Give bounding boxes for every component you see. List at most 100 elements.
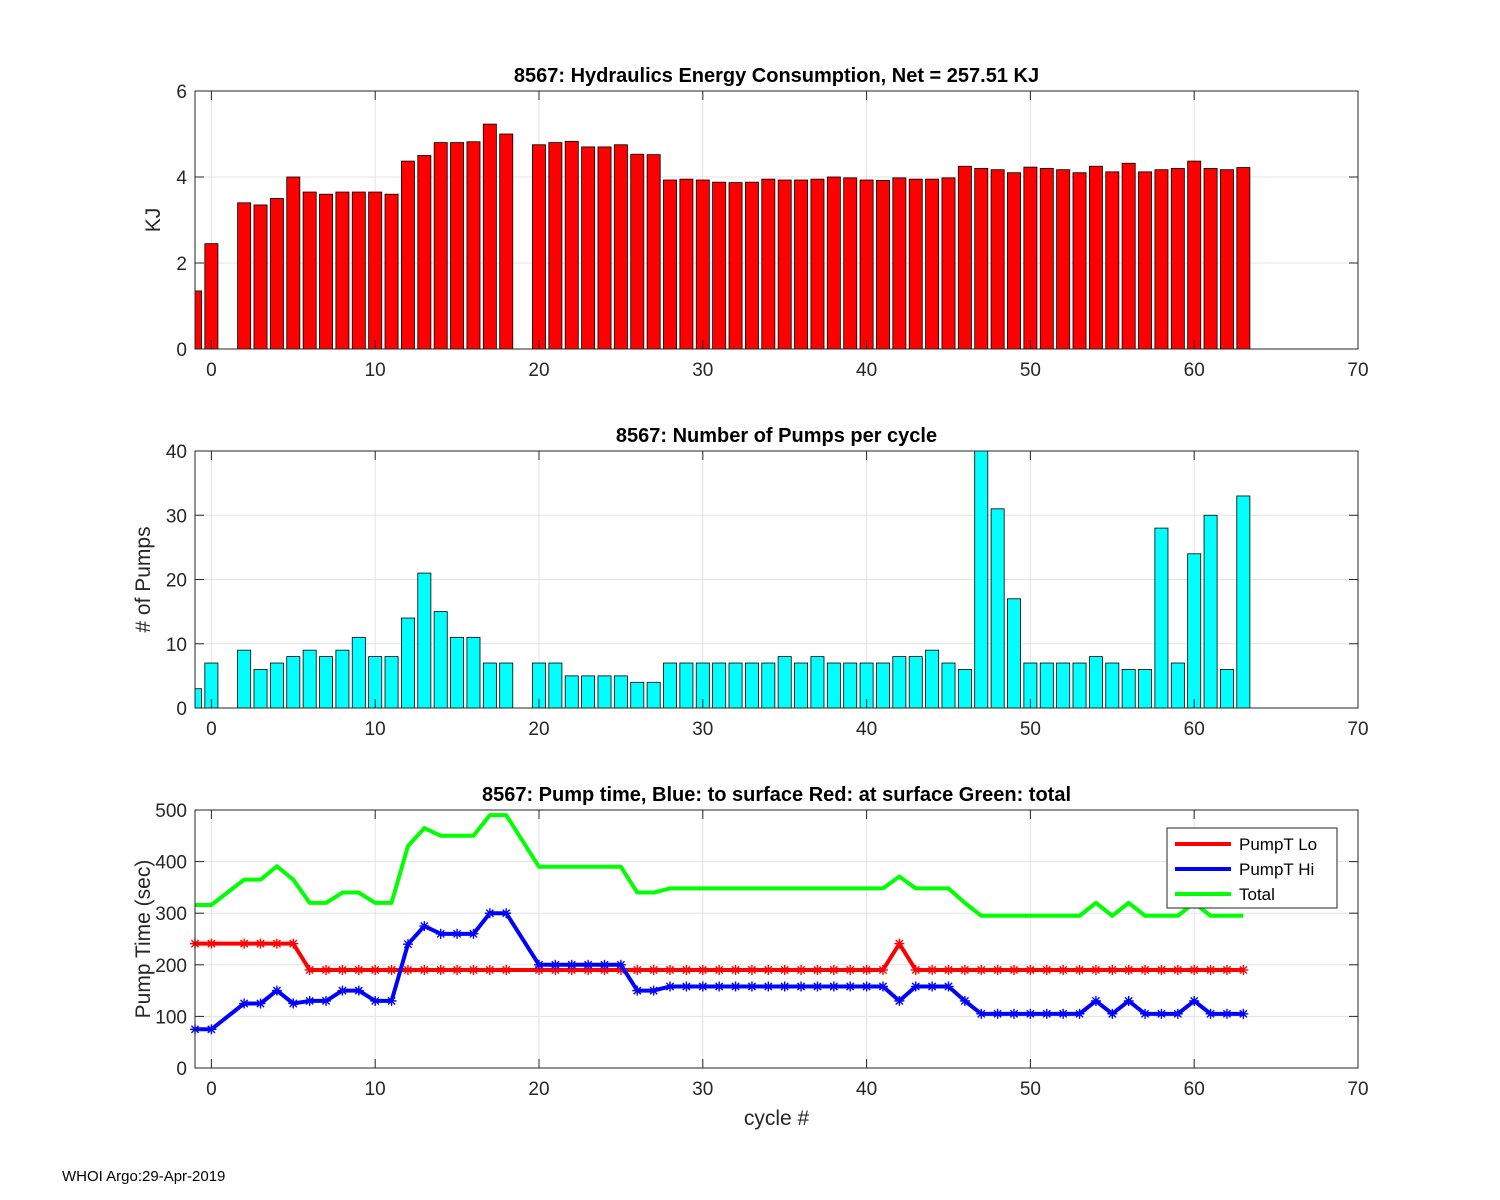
series-point	[402, 964, 413, 975]
pumps-chart-title: 8567: Number of Pumps per cycle	[616, 425, 937, 447]
series-point	[812, 964, 823, 975]
bar	[1105, 662, 1120, 709]
bar	[351, 636, 366, 709]
series-point	[1025, 964, 1036, 975]
bar	[728, 182, 743, 350]
series-point	[386, 995, 397, 1006]
bar	[335, 649, 350, 709]
bar	[1088, 165, 1103, 350]
series-point	[746, 964, 757, 975]
series-point	[828, 964, 839, 975]
series-point	[1074, 964, 1085, 975]
energy-axes-box	[194, 90, 1359, 350]
series-point	[484, 964, 495, 975]
series-point	[484, 908, 495, 919]
bar	[810, 656, 825, 709]
bar	[482, 123, 497, 350]
series-point	[648, 985, 659, 996]
y-tick-label: 100	[155, 1007, 187, 1028]
legend-entry-label: PumpT Lo	[1239, 835, 1317, 854]
series-point	[304, 995, 315, 1006]
bar	[417, 155, 432, 350]
bar	[646, 681, 661, 709]
bar	[777, 656, 792, 709]
series-point	[321, 995, 332, 1006]
series-point	[779, 964, 790, 975]
energy-chart-title: 8567: Hydraulics Energy Consumption, Net…	[514, 65, 1039, 87]
series-point	[386, 964, 397, 975]
bar	[1187, 160, 1202, 350]
bar	[941, 662, 956, 709]
series-point	[435, 964, 446, 975]
bar	[286, 176, 301, 350]
y-tick-label: 30	[166, 506, 187, 527]
series-point	[877, 964, 888, 975]
bar	[646, 154, 661, 350]
series-point	[1205, 964, 1216, 975]
series-point	[1058, 1008, 1069, 1019]
bar	[1236, 167, 1251, 350]
bar	[433, 611, 448, 709]
x-tick-label: 40	[856, 360, 877, 381]
bar	[269, 198, 284, 350]
x-tick-label: 40	[856, 719, 877, 740]
bar	[1138, 669, 1153, 709]
series-point	[1156, 964, 1167, 975]
pump-time-lines	[190, 813, 1249, 1035]
bar	[1138, 171, 1153, 350]
series-point	[1107, 1008, 1118, 1019]
x-tick-label: 60	[1184, 719, 1205, 740]
pump-time-x-axis-label: cycle #	[744, 1107, 810, 1130]
bar	[712, 662, 727, 709]
series-point	[861, 964, 872, 975]
series-point	[976, 1008, 987, 1019]
bar	[744, 662, 759, 709]
series-point	[730, 964, 741, 975]
series-point	[992, 964, 1003, 975]
bar	[663, 179, 677, 350]
bar	[1203, 514, 1218, 709]
bar	[548, 142, 563, 350]
series-point	[681, 964, 692, 975]
pump-time-chart-title: 8567: Pump time, Blue: to surface Red: a…	[482, 784, 1071, 806]
series-point	[550, 959, 561, 970]
y-tick-label: 4	[176, 168, 187, 189]
series-point	[583, 959, 594, 970]
bar	[499, 662, 514, 709]
bar	[777, 179, 792, 350]
bar	[974, 167, 989, 350]
energy-y-axis-label: KJ	[142, 208, 165, 233]
bar	[1007, 172, 1021, 350]
series-point	[877, 981, 888, 992]
series-point	[1090, 964, 1101, 975]
series-point	[1189, 964, 1200, 975]
bar	[630, 681, 645, 709]
x-tick-label: 30	[692, 360, 713, 381]
bar	[499, 133, 514, 350]
series-point	[1140, 1008, 1151, 1019]
series-point	[648, 964, 659, 975]
series-point	[271, 938, 282, 949]
series-point	[1041, 1008, 1052, 1019]
series-point	[763, 964, 774, 975]
y-tick-label: 20	[166, 571, 187, 592]
pump-time-axes-background	[195, 810, 1358, 1068]
series-point	[1221, 1008, 1232, 1019]
bar	[564, 140, 579, 350]
x-tick-label: 70	[1347, 719, 1368, 740]
bar	[466, 636, 481, 709]
legend-entry-label: PumpT Hi	[1239, 860, 1314, 879]
bar	[319, 193, 333, 350]
bar	[663, 662, 677, 709]
bar	[941, 177, 956, 350]
bar	[194, 290, 202, 350]
bar	[1187, 553, 1202, 709]
x-tick-label: 30	[692, 1079, 713, 1100]
y-tick-label: 10	[166, 635, 187, 656]
series-point	[632, 985, 643, 996]
series-point	[1172, 1008, 1183, 1019]
series-point	[501, 908, 512, 919]
y-tick-label: 200	[155, 956, 187, 977]
bar	[302, 649, 317, 709]
